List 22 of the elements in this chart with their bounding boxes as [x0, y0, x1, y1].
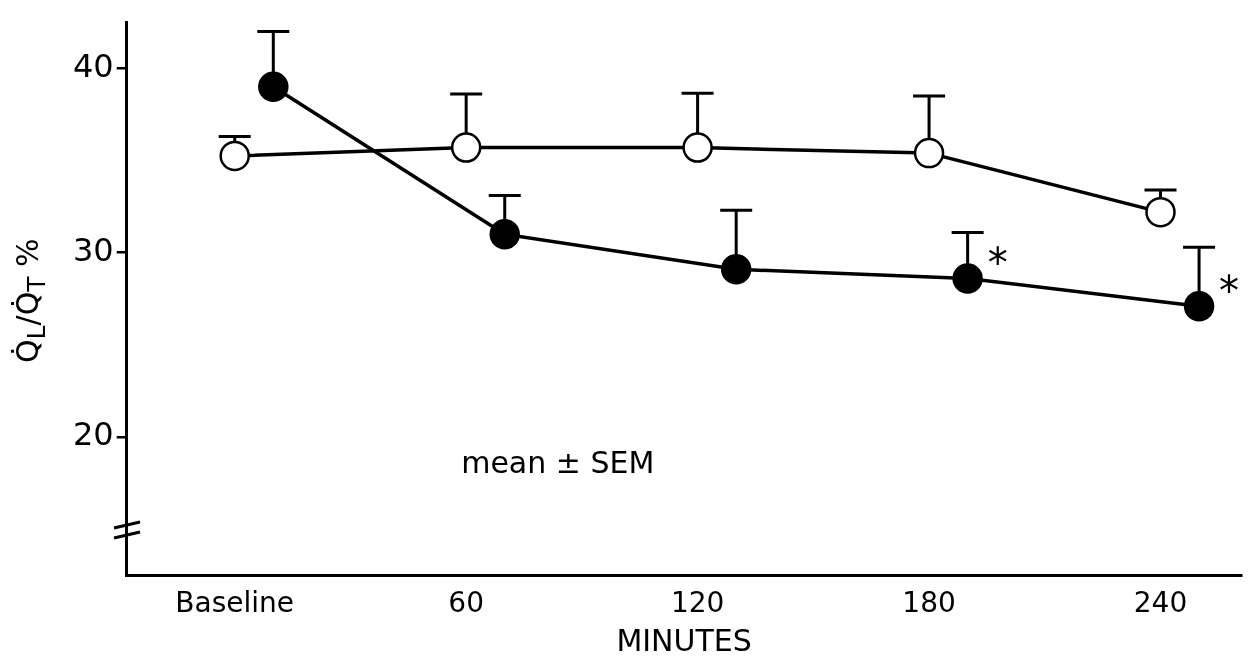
point	[1145, 196, 1176, 228]
point	[489, 219, 520, 250]
x-tick-label: 120	[670, 586, 725, 620]
x-tick-label: 180	[902, 586, 956, 620]
annotation: *	[987, 239, 1008, 286]
point	[450, 132, 482, 163]
point	[219, 140, 250, 172]
x-tick-label: Baseline	[175, 586, 295, 620]
point	[258, 71, 289, 102]
x-tick-label: 60	[448, 586, 484, 620]
point	[720, 254, 752, 285]
point	[1183, 290, 1215, 322]
annotation: *	[1219, 267, 1240, 314]
point	[913, 137, 945, 169]
x-axis-title: MINUTES	[616, 622, 752, 658]
point	[682, 132, 713, 163]
y-tick-label: 30	[73, 231, 114, 270]
annotation: mean ± SEM	[461, 444, 655, 480]
y-tick-label: 20	[73, 415, 114, 454]
x-tick-label: 240	[1133, 586, 1188, 620]
y-tick-label: 40	[73, 46, 114, 85]
point	[952, 263, 983, 294]
